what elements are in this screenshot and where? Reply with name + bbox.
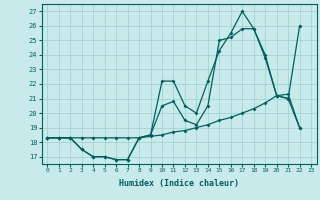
X-axis label: Humidex (Indice chaleur): Humidex (Indice chaleur) <box>119 179 239 188</box>
